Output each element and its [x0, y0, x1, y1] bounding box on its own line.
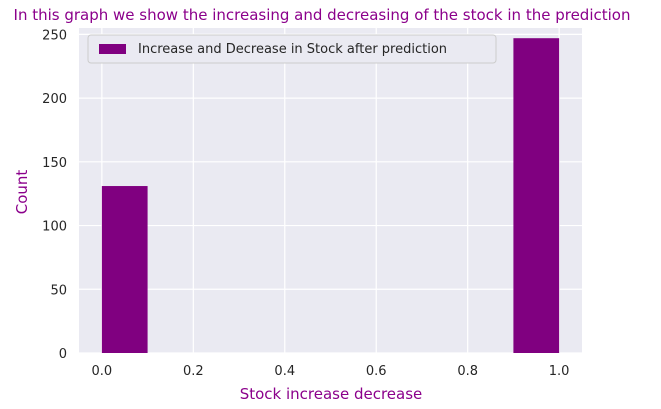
- bar-1: [513, 38, 560, 354]
- y-tick-label: 250: [42, 28, 67, 43]
- plot-area: [79, 28, 582, 353]
- legend-swatch: [99, 44, 126, 54]
- legend: Increase and Decrease in Stock after pre…: [87, 34, 497, 64]
- y-tick-label: 50: [50, 283, 67, 298]
- legend-box: [87, 34, 497, 64]
- x-axis-label: Stock increase decrease: [240, 385, 423, 403]
- y-axis-label: Count: [13, 170, 31, 215]
- bars-group: [101, 38, 560, 354]
- y-tick-label: 150: [42, 156, 67, 171]
- x-tick-label: 0.8: [457, 364, 478, 379]
- x-tick-label: 0.0: [92, 364, 113, 379]
- x-tick-label: 0.4: [274, 364, 295, 379]
- chart-title: In this graph we show the increasing and…: [14, 6, 631, 24]
- y-axis-ticks: 0 50 100 150 200 250: [42, 28, 67, 362]
- legend-label: Increase and Decrease in Stock after pre…: [138, 42, 447, 57]
- x-tick-label: 0.2: [183, 364, 204, 379]
- x-axis-ticks: 0.0 0.2 0.4 0.6 0.8 1.0: [92, 364, 570, 379]
- y-tick-label: 200: [42, 92, 67, 107]
- y-tick-label: 0: [59, 347, 67, 362]
- bar-0: [101, 186, 148, 353]
- y-tick-label: 100: [42, 220, 67, 235]
- x-tick-label: 0.6: [366, 364, 387, 379]
- x-tick-label: 1.0: [549, 364, 570, 379]
